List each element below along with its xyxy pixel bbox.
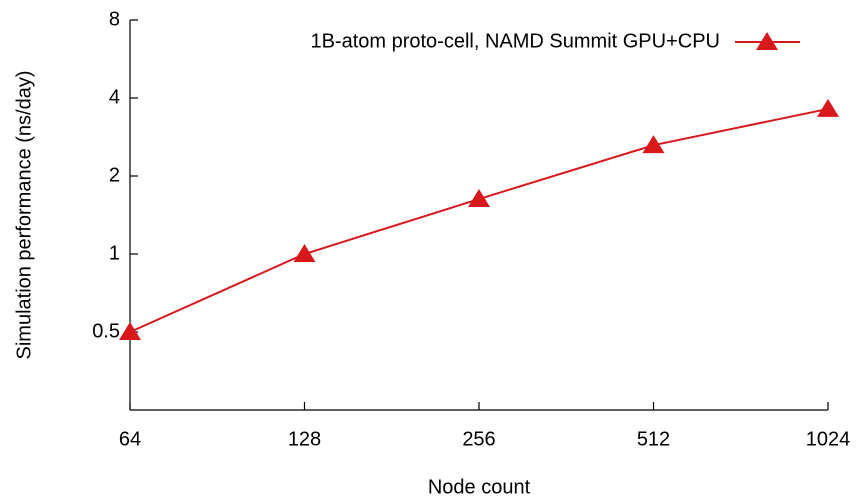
marker (642, 135, 665, 154)
marker (468, 189, 490, 208)
y-tick-label: 0.5 (92, 320, 120, 342)
y-tick-label: 1 (109, 242, 120, 264)
marker (119, 322, 141, 340)
y-tick-label: 4 (109, 86, 120, 108)
series-line (129, 107, 829, 333)
y-tick-label: 2 (109, 164, 120, 186)
x-tick-label: 512 (637, 428, 670, 450)
y-tick-label: 8 (109, 8, 120, 30)
x-axis-label: Node count (428, 476, 531, 498)
marker (293, 244, 316, 262)
legend-marker (756, 32, 778, 50)
x-tick-label: 1024 (806, 428, 851, 450)
x-tick-label: 128 (288, 428, 321, 450)
x-tick-label: 64 (119, 428, 141, 450)
x-tick-label: 256 (462, 428, 495, 450)
marker (817, 98, 839, 117)
y-axis-label: Simulation performance (ns/day) (13, 70, 35, 359)
legend-label: 1B-atom proto-cell, NAMD Summit GPU+CPU (310, 30, 720, 52)
